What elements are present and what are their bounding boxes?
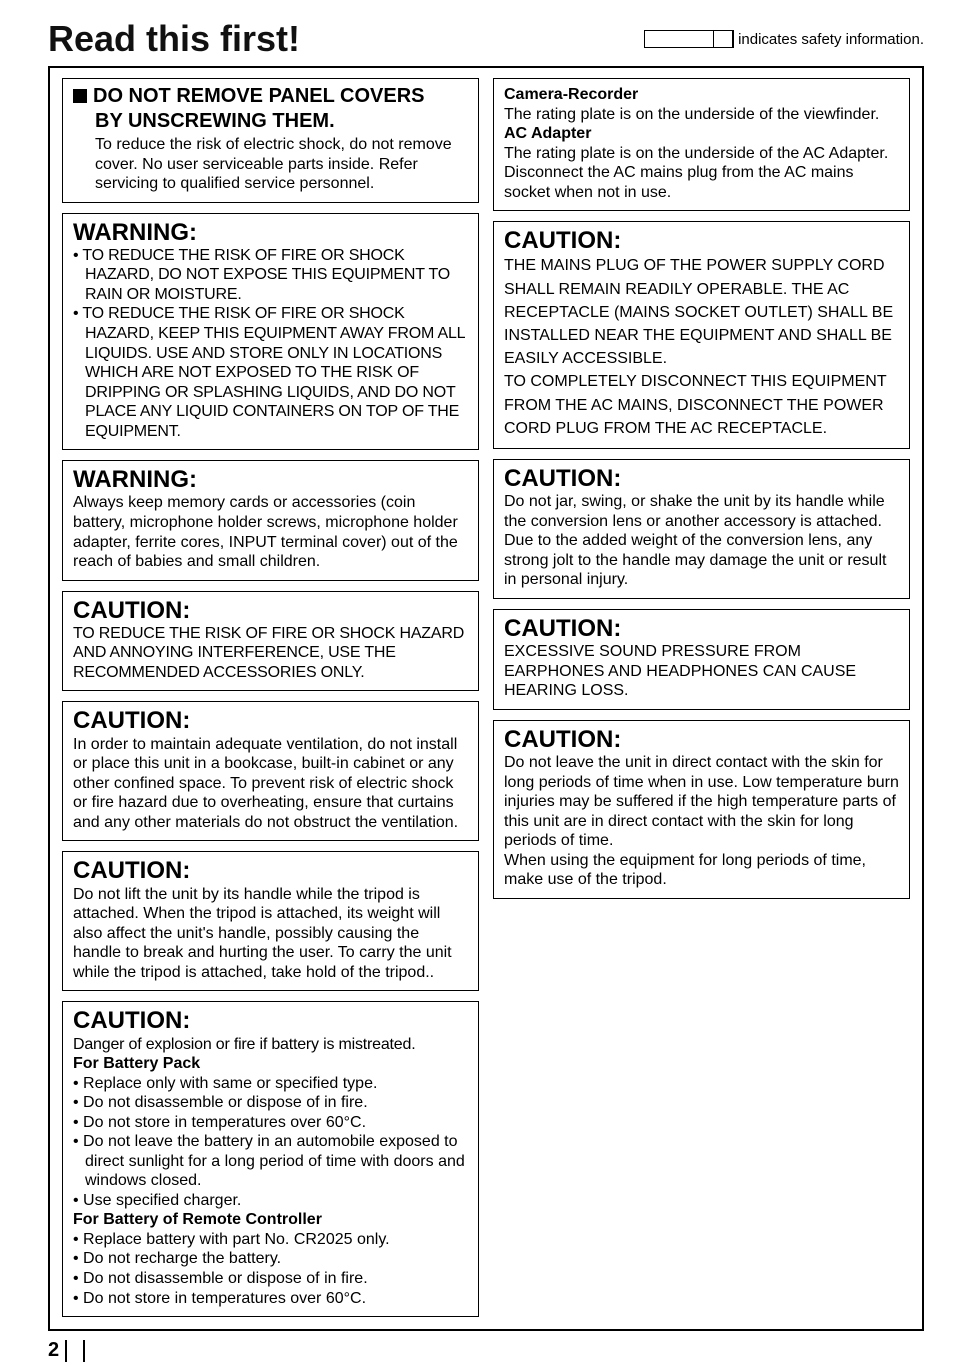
warning-bullets: TO REDUCE THE RISK OF FIRE OR SHOCK HAZA… (73, 246, 468, 441)
right-column: Camera-Recorder The rating plate is on t… (493, 78, 910, 1317)
page: Read this first! indicates safety inform… (0, 0, 954, 1372)
outer-frame: DO NOT REMOVE PANEL COVERS BY UNSCREWING… (48, 66, 924, 1331)
caution-body: THE MAINS PLUG OF THE POWER SUPPLY CORD … (504, 254, 899, 370)
panel-heading-1: DO NOT REMOVE PANEL COVERS (73, 85, 468, 108)
caution-jar-box: CAUTION: Do not jar, swing, or shake the… (493, 459, 910, 599)
safety-label: indicates safety information. (738, 31, 924, 48)
caution-box-1: CAUTION: TO REDUCE THE RISK OF FIRE OR S… (62, 591, 479, 692)
bullet: Use specified charger. (73, 1191, 468, 1211)
page-title: Read this first! (48, 18, 300, 60)
caution-body: EXCESSIVE SOUND PRESSURE FROM EARPHONES … (504, 642, 899, 701)
caution-heading: CAUTION: (504, 466, 899, 492)
caution-box-3: CAUTION: Do not lift the unit by its han… (62, 851, 479, 991)
warning-heading: WARNING: (73, 467, 468, 493)
page-line-icon (65, 1340, 79, 1362)
warning-box-1: WARNING: TO REDUCE THE RISK OF FIRE OR S… (62, 213, 479, 451)
ratings-h1: Camera-Recorder (504, 85, 899, 105)
warning-box-2: WARNING: Always keep memory cards or acc… (62, 460, 479, 580)
caution-heading: CAUTION: (73, 708, 468, 734)
caution-body: Do not leave the unit in direct contact … (504, 753, 899, 851)
caution-heading: CAUTION: (504, 228, 899, 254)
page-number-row: 2 (48, 1339, 924, 1362)
page-number: 2 (48, 1339, 59, 1362)
caution-battery-box: CAUTION: Danger of explosion or fire if … (62, 1001, 479, 1317)
caution-box-2: CAUTION: In order to maintain adequate v… (62, 701, 479, 841)
caution-body2: Due to the added weight of the conversio… (504, 531, 899, 590)
safety-box-icon (644, 30, 734, 48)
battery-lead: Danger of explosion or fire if battery i… (73, 1035, 468, 1055)
caution-body2: When using the equipment for long period… (504, 851, 899, 890)
caution-body: TO REDUCE THE RISK OF FIRE OR SHOCK HAZA… (73, 624, 468, 683)
bullet: Replace battery with part No. CR2025 onl… (73, 1230, 468, 1250)
caution-heading: CAUTION: (504, 727, 899, 753)
warning-body: Always keep memory cards or accessories … (73, 493, 468, 571)
caution-heading: CAUTION: (73, 858, 468, 884)
bullet: Do not disassemble or dispose of in fire… (73, 1269, 468, 1289)
battery-sub1: For Battery Pack (73, 1054, 468, 1074)
bullet: Replace only with same or specified type… (73, 1074, 468, 1094)
page-line-icon (83, 1340, 85, 1362)
panel-covers-box: DO NOT REMOVE PANEL COVERS BY UNSCREWING… (62, 78, 479, 203)
caution-sound-box: CAUTION: EXCESSIVE SOUND PRESSURE FROM E… (493, 609, 910, 710)
caution-body2: TO COMPLETELY DISCONNECT THIS EQUIPMENT … (504, 370, 899, 440)
caution-heading: CAUTION: (73, 1008, 468, 1034)
caution-body: Do not lift the unit by its handle while… (73, 885, 468, 983)
ratings-b3: Disconnect the AC mains plug from the AC… (504, 163, 899, 202)
caution-heading: CAUTION: (504, 616, 899, 642)
ratings-box: Camera-Recorder The rating plate is on t… (493, 78, 910, 211)
ratings-h2: AC Adapter (504, 124, 899, 144)
ratings-b2: The rating plate is on the underside of … (504, 144, 899, 164)
battery-bullets-1: Replace only with same or specified type… (73, 1074, 468, 1211)
warning-heading: WARNING: (73, 220, 468, 246)
caution-mains-box: CAUTION: THE MAINS PLUG OF THE POWER SUP… (493, 221, 910, 449)
battery-sub2: For Battery of Remote Controller (73, 1210, 468, 1230)
caution-body: Do not jar, swing, or shake the unit by … (504, 492, 899, 531)
ratings-b1: The rating plate is on the underside of … (504, 105, 899, 125)
bullet: Do not leave the battery in an automobil… (73, 1132, 468, 1191)
columns: DO NOT REMOVE PANEL COVERS BY UNSCREWING… (62, 78, 910, 1317)
bullet: Do not store in temperatures over 60°C. (73, 1113, 468, 1133)
bullet: Do not recharge the battery. (73, 1249, 468, 1269)
square-icon (73, 89, 87, 103)
bullet: TO REDUCE THE RISK OF FIRE OR SHOCK HAZA… (73, 246, 468, 305)
bullet: Do not store in temperatures over 60°C. (73, 1289, 468, 1309)
caution-heading: CAUTION: (73, 598, 468, 624)
panel-heading-1-text: DO NOT REMOVE PANEL COVERS (93, 85, 425, 107)
bullet: Do not disassemble or dispose of in fire… (73, 1093, 468, 1113)
panel-heading-2: BY UNSCREWING THEM. (95, 110, 468, 133)
bullet: TO REDUCE THE RISK OF FIRE OR SHOCK HAZA… (73, 304, 468, 441)
caution-skin-box: CAUTION: Do not leave the unit in direct… (493, 720, 910, 899)
header-row: Read this first! indicates safety inform… (48, 18, 924, 60)
left-column: DO NOT REMOVE PANEL COVERS BY UNSCREWING… (62, 78, 479, 1317)
panel-body: To reduce the risk of electric shock, do… (73, 135, 468, 194)
caution-body: In order to maintain adequate ventilatio… (73, 735, 468, 833)
battery-bullets-2: Replace battery with part No. CR2025 onl… (73, 1230, 468, 1308)
safety-indicator: indicates safety information. (644, 30, 924, 48)
